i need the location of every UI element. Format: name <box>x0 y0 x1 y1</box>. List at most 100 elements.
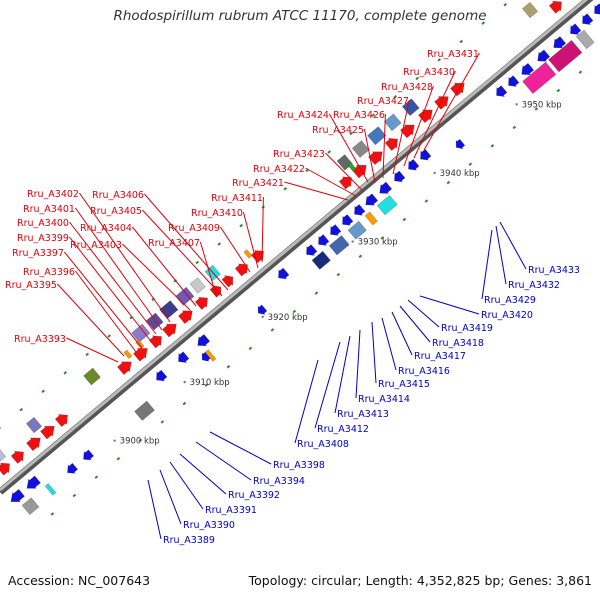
forward-gene-arrow <box>54 414 68 428</box>
scale-tick-mark <box>351 240 354 243</box>
forward-gene-arrow <box>352 164 367 179</box>
backbone-highlight <box>0 0 588 492</box>
reverse-gene-arrow <box>553 36 567 49</box>
reverse-gene-arrow <box>257 304 268 315</box>
backbone-outline <box>0 0 594 495</box>
scale-tick-label: 3900 kbp <box>120 437 160 447</box>
reverse-label-leader <box>159 469 182 525</box>
forward-gene-label: Rru_A3409 <box>168 223 220 234</box>
forward-label-leader <box>142 209 223 297</box>
reverse-label-leader <box>314 341 341 429</box>
forward-label-leader <box>363 128 376 183</box>
forward-gene-label: Rru_A3411 <box>211 193 263 204</box>
forward-gene-arrow <box>194 296 208 310</box>
forward-gene-label: Rru_A3410 <box>191 208 243 219</box>
reverse-gene-label: Rru_A3416 <box>398 366 450 377</box>
reverse-gene-arrow <box>67 462 79 474</box>
reverse-label-leader <box>195 441 252 481</box>
gene-features <box>0 0 600 516</box>
forward-gene-label: Rru_A3397 <box>12 248 64 259</box>
scale-tick-mark <box>183 380 186 384</box>
marker-dot <box>424 199 429 203</box>
forward-gene-arrow <box>548 0 562 14</box>
forward-gene-arrow <box>133 348 148 362</box>
reverse-gene-arrow <box>508 75 520 87</box>
reverse-label-leader <box>334 335 351 414</box>
forward-gene-arrow <box>400 124 415 139</box>
forward-label-leader <box>261 196 264 263</box>
forward-gene-arrow <box>384 138 398 151</box>
reverse-gene-label: Rru_A3408 <box>297 439 349 450</box>
forward-gene-block <box>351 140 370 158</box>
marker-dot <box>314 291 319 295</box>
reverse-gene-arrow <box>365 193 379 206</box>
forward-gene-block <box>0 446 7 464</box>
reverse-gene-block <box>522 61 557 95</box>
reverse-gene-block <box>328 235 350 256</box>
reverse-label-leader <box>419 295 480 315</box>
forward-label-leader <box>392 99 410 175</box>
forward-gene-block <box>159 300 179 320</box>
reverse-gene-arrow <box>83 449 95 461</box>
reverse-gene-label: Rru_A3392 <box>228 490 280 501</box>
forward-gene-arrow <box>368 151 383 165</box>
marker-dot <box>270 328 275 332</box>
reverse-gene-arrow <box>318 234 330 246</box>
forward-label-leader <box>64 251 143 349</box>
scale-tick-label: 3940 kbp <box>440 169 480 179</box>
forward-gene-block <box>243 249 253 259</box>
reverse-label-leader <box>399 305 431 343</box>
reverse-gene-block <box>44 483 57 496</box>
forward-gene-label: Rru_A3406 <box>92 190 144 201</box>
forward-label-leader <box>382 113 386 179</box>
marker-dot <box>94 475 99 479</box>
reverse-gene-arrow <box>582 13 594 25</box>
marker-dot <box>72 493 77 498</box>
forward-label-leader <box>403 85 434 167</box>
reverse-gene-arrow <box>178 351 190 363</box>
reverse-gene-label: Rru_A3412 <box>317 424 369 435</box>
forward-gene-block <box>347 162 357 172</box>
forward-label-leader <box>284 181 349 201</box>
reverse-gene-block <box>311 250 331 270</box>
marker-dot <box>512 125 517 130</box>
marker-dot <box>138 438 143 443</box>
reverse-gene-block <box>204 349 217 362</box>
forward-label-leader <box>57 283 125 357</box>
forward-gene-label: Rru_A3422 <box>253 164 305 175</box>
reverse-gene-arrow <box>594 3 600 15</box>
marker-dot <box>380 236 385 240</box>
reverse-gene-label: Rru_A3414 <box>358 394 410 405</box>
forward-label-leader <box>325 152 363 191</box>
marker-dot <box>283 187 287 191</box>
scale-tick-mark <box>515 103 518 106</box>
reverse-gene-arrow <box>354 204 366 216</box>
reverse-gene-label: Rru_A3390 <box>183 520 235 531</box>
forward-label-leader <box>144 193 229 291</box>
forward-gene-block <box>175 286 195 306</box>
marker-dot <box>160 420 165 424</box>
marker-dot <box>556 88 561 93</box>
scale-tick-label: 3950 kbp <box>522 100 562 110</box>
forward-label-leader <box>74 207 163 331</box>
forward-gene-block <box>123 349 133 360</box>
forward-gene-label: Rru_A3430 <box>403 67 455 78</box>
forward-gene-label: Rru_A3427 <box>357 96 409 107</box>
reverse-gene-arrow <box>10 488 25 502</box>
reverse-gene-arrow <box>26 475 41 489</box>
forward-label-leader <box>413 70 456 159</box>
marker-dot <box>41 389 45 393</box>
reverse-gene-label: Rru_A3413 <box>337 409 389 420</box>
forward-label-leader <box>74 270 137 353</box>
forward-gene-label: Rru_A3426 <box>333 110 385 121</box>
reverse-gene-block <box>134 400 155 421</box>
marker-dot <box>371 113 375 117</box>
marker-dot <box>468 162 473 166</box>
marker-dot <box>534 107 539 111</box>
reverse-gene-arrow <box>455 138 466 150</box>
forward-label-leader <box>219 226 251 273</box>
marker-dot <box>182 401 187 406</box>
forward-gene-arrow <box>0 462 10 476</box>
marker-dot <box>248 346 253 351</box>
